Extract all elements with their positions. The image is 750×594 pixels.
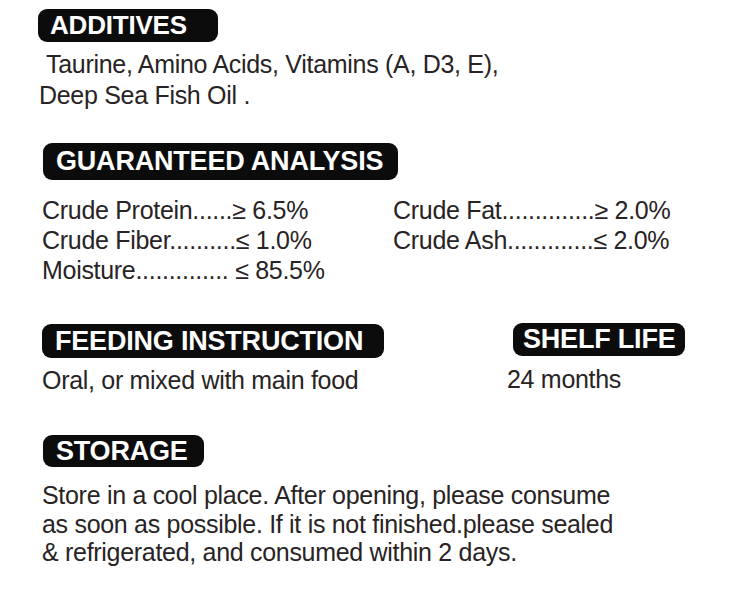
shelf-life-text: 24 months — [507, 365, 685, 394]
product-label-panel: ADDITIVES Taurine, Amino Acids, Vitamins… — [0, 0, 750, 594]
analysis-row-crude-ash: Crude Ash.............≤ 2.0% — [393, 225, 670, 255]
shelf-life-section: SHELF LIFE 24 months — [507, 323, 685, 394]
analysis-row-crude-fiber: Crude Fiber..........≤ 1.0% — [42, 225, 393, 255]
additives-heading-badge: ADDITIVES — [38, 9, 218, 42]
analysis-row-crude-protein: Crude Protein......≥ 6.5% — [42, 195, 393, 225]
analysis-row-moisture: Moisture.............. ≤ 85.5% — [42, 255, 393, 285]
analysis-row-crude-fat: Crude Fat..............≥ 2.0% — [393, 195, 670, 225]
storage-heading-badge: STORAGE — [43, 435, 204, 467]
feeding-instruction-text: Oral, or mixed with main food — [42, 366, 384, 395]
additives-section: ADDITIVES Taurine, Amino Acids, Vitamins… — [38, 9, 498, 111]
guaranteed-analysis-heading-badge: GUARANTEED ANALYSIS — [43, 143, 398, 180]
storage-line-3: & refrigerated, and consumed within 2 da… — [42, 538, 613, 567]
additives-text: Taurine, Amino Acids, Vitamins (A, D3, E… — [38, 49, 498, 111]
feeding-instruction-section: FEEDING INSTRUCTION Oral, or mixed with … — [42, 324, 384, 395]
feeding-instruction-heading-badge: FEEDING INSTRUCTION — [42, 324, 384, 358]
guaranteed-analysis-section: GUARANTEED ANALYSIS Crude Protein......≥… — [43, 143, 670, 285]
shelf-life-heading-badge: SHELF LIFE — [513, 323, 685, 356]
additives-line-1: Taurine, Amino Acids, Vitamins (A, D3, E… — [38, 49, 498, 80]
storage-line-1: Store in a cool place. After opening, pl… — [42, 481, 613, 510]
analysis-row-empty — [393, 255, 670, 285]
storage-section: STORAGE Store in a cool place. After ope… — [43, 435, 613, 567]
storage-text: Store in a cool place. After opening, pl… — [42, 481, 613, 567]
storage-line-2: as soon as possible. If it is not finish… — [42, 510, 613, 539]
additives-line-2: Deep Sea Fish Oil . — [38, 80, 498, 111]
guaranteed-analysis-table: Crude Protein......≥ 6.5% Crude Fat.....… — [42, 195, 670, 285]
